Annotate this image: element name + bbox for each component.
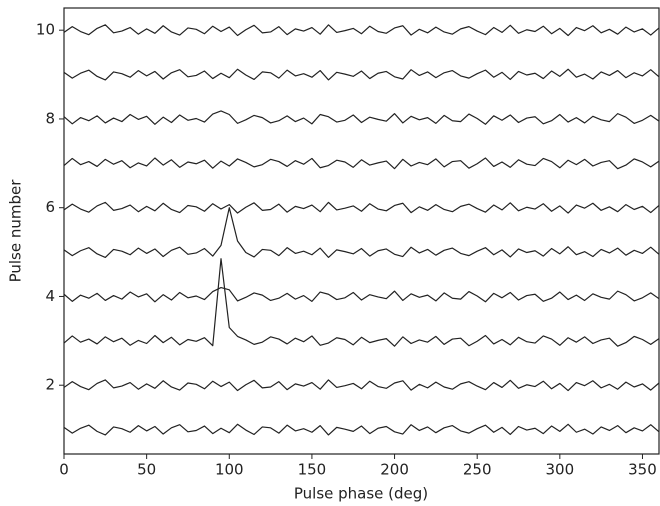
x-tick-label: 150 xyxy=(298,461,327,479)
plot-frame xyxy=(63,7,660,455)
pulse-line xyxy=(63,379,660,392)
x-tick-label: 250 xyxy=(463,461,492,479)
x-tick-label: 350 xyxy=(628,461,657,479)
pulse-line xyxy=(63,207,660,258)
pulse-line xyxy=(63,24,660,37)
x-axis-label: Pulse phase (deg) xyxy=(294,485,428,503)
x-tick-label: 200 xyxy=(380,461,409,479)
pulse-line xyxy=(63,110,660,125)
pulse-line xyxy=(63,68,660,81)
x-tick-label: 300 xyxy=(546,461,575,479)
y-axis-label: Pulse number xyxy=(7,179,25,283)
pulse-line xyxy=(63,423,660,436)
pulse-line xyxy=(63,201,660,214)
y-tick-label: 10 xyxy=(36,21,55,39)
y-tick-label: 2 xyxy=(45,376,55,394)
pulse-line xyxy=(63,258,660,347)
pulse-line xyxy=(63,157,660,170)
x-tick-label: 100 xyxy=(215,461,244,479)
x-tick-label: 0 xyxy=(59,461,69,479)
y-tick-label: 4 xyxy=(45,287,55,305)
y-tick-label: 8 xyxy=(45,109,55,127)
pulse-line xyxy=(63,286,660,303)
y-tick-label: 6 xyxy=(45,198,55,216)
x-tick-label: 50 xyxy=(137,461,156,479)
